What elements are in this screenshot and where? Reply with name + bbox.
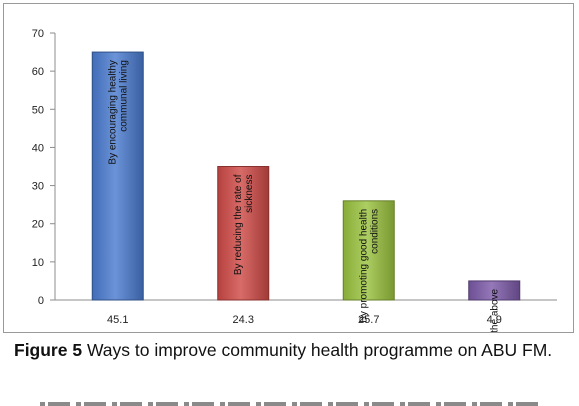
category-labels: 45.1 24.3 25.7 4.9 xyxy=(107,314,502,326)
category-label: 4.9 xyxy=(487,314,502,326)
bar-label: By reducing the rate ofsickness xyxy=(233,174,255,275)
y-axis: 0 10 20 30 40 50 60 70 xyxy=(32,28,56,307)
caption-text: Ways to improve community health program… xyxy=(82,340,553,360)
category-label: 25.7 xyxy=(358,314,379,326)
category-label: 45.1 xyxy=(107,314,128,326)
bar-label: None of the above xyxy=(489,288,500,332)
y-tick-label: 40 xyxy=(32,142,44,154)
bar-label-line: conditions xyxy=(369,209,380,254)
bar-label-line: communal living xyxy=(118,60,129,132)
cropped-text-line xyxy=(0,396,579,406)
bar xyxy=(91,51,144,301)
bar xyxy=(342,200,395,301)
category-label: 24.3 xyxy=(233,314,254,326)
bar-label: By encouraging healthycommunal living xyxy=(107,60,129,165)
bar-label-line: By reducing the rate of xyxy=(233,174,244,275)
bar-labels: By encouraging healthycommunal livingBy … xyxy=(107,60,500,332)
bar-label: By promoting good healthconditions xyxy=(358,209,380,323)
bar-label-line: By encouraging healthy xyxy=(107,60,118,165)
y-tick-label: 70 xyxy=(32,28,44,40)
bars xyxy=(91,51,521,301)
bar-label-line: None of the above xyxy=(489,288,500,332)
y-tick-label: 0 xyxy=(38,295,44,307)
y-tick-label: 30 xyxy=(32,181,44,193)
bar xyxy=(468,280,521,301)
bar-label-line: sickness xyxy=(244,175,255,213)
y-tick-label: 50 xyxy=(32,104,44,116)
bar-label-line: By promoting good health xyxy=(358,209,369,323)
figure-caption: Figure 5 Ways to improve community healt… xyxy=(14,338,572,363)
y-tick-label: 60 xyxy=(32,66,44,78)
y-tick-label: 10 xyxy=(32,257,44,269)
cropped-text-fragment xyxy=(40,402,540,406)
figure-label: Figure 5 xyxy=(14,340,83,360)
chart-frame: 0 10 20 30 40 50 60 70 By encouraging healthyco… xyxy=(3,3,574,333)
bar xyxy=(217,166,270,301)
y-tick-label: 20 xyxy=(32,219,44,231)
